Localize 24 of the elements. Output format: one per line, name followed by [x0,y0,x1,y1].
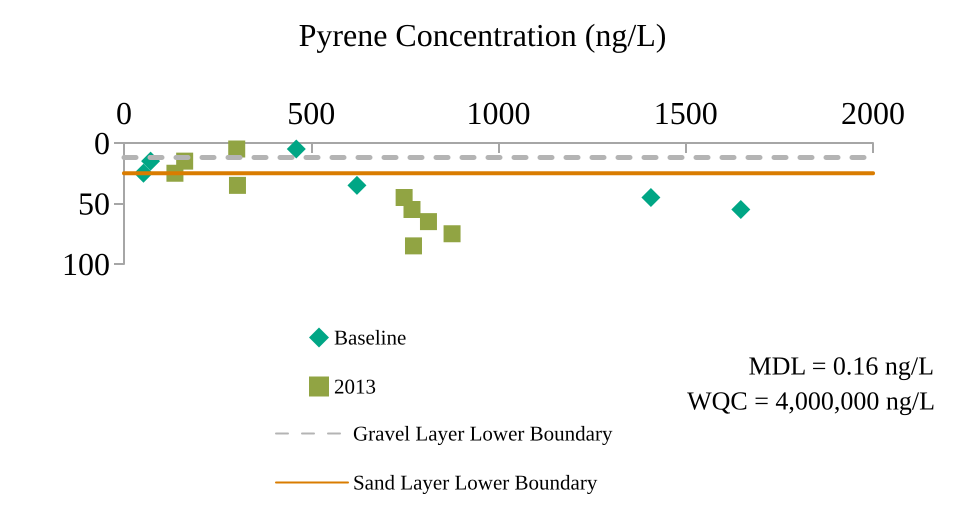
y-tick-label: 50 [78,186,110,222]
x-tick-label: 1000 [466,95,530,131]
legend-label: Sand Layer Lower Boundary [353,470,598,494]
point [347,176,366,195]
x-tick-label: 1500 [654,95,718,131]
point [403,201,420,218]
chart-title: Pyrene Concentration (ng/L) [298,17,666,53]
x-tick-label: 500 [287,95,336,131]
legend-label: Gravel Layer Lower Boundary [353,422,613,446]
x-tick-label: 0 [116,95,132,131]
legend-label: Baseline [334,326,406,350]
legend-label: 2013 [334,374,376,398]
point [444,225,461,242]
y-tick-label: 0 [94,125,110,161]
point [404,237,422,254]
x-tick-label: 2000 [841,95,905,131]
text: WQC = 4,000,000 ng/L [687,386,936,416]
point [731,200,750,220]
point [228,176,246,194]
point [420,213,437,230]
text: MDL = 0.16 ng/L [748,352,934,380]
point [641,188,660,207]
y-tick-label: 100 [62,246,110,282]
point [286,140,306,159]
